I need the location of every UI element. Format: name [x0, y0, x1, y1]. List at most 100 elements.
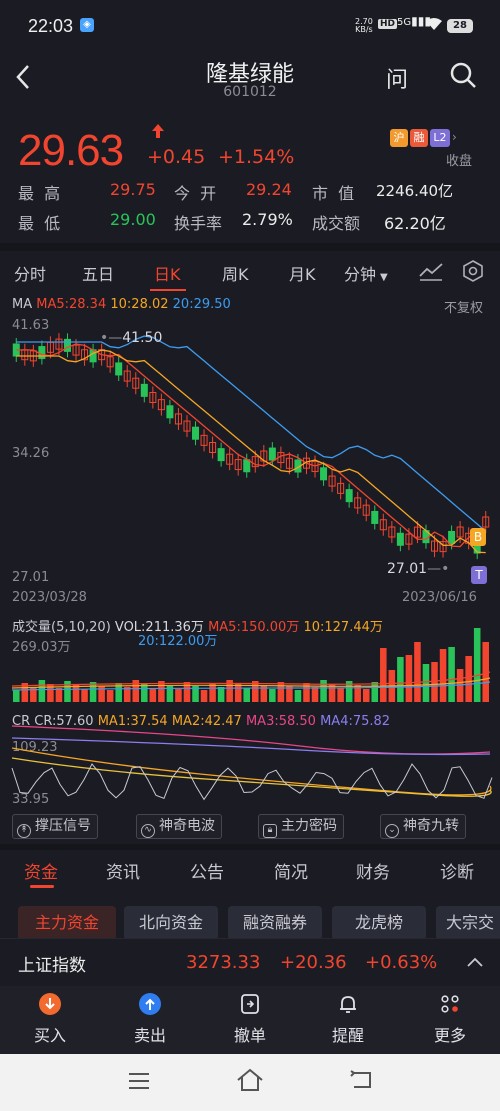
- chart-settings-icon[interactable]: [462, 260, 484, 286]
- candle-body: [413, 526, 421, 538]
- draw-line-icon[interactable]: [418, 260, 444, 286]
- support-resistance-button[interactable]: ↟ 撑压信号: [12, 814, 98, 839]
- chip-main-funds[interactable]: 主力资金: [18, 906, 116, 940]
- index-value: 3273.33: [186, 952, 261, 973]
- candle-body: [345, 489, 353, 503]
- kline-y-mid: 34.26: [12, 446, 50, 461]
- candle-body: [328, 475, 336, 487]
- candle-body: [405, 533, 413, 545]
- index-bar[interactable]: 上证指数 3273.33 +20.36 +0.63%: [0, 938, 500, 986]
- magic-wave-button[interactable]: ∿ 神奇电波: [136, 814, 222, 839]
- alert-label: 提醒: [331, 1026, 364, 1045]
- menu-icon[interactable]: [128, 1072, 150, 1094]
- mcap-value: 2246.40亿: [376, 182, 454, 200]
- volume-bar: [294, 690, 302, 702]
- buy-button[interactable]: 买入: [20, 992, 80, 1046]
- ma-legend: MA MA5:28.34 10:28.02 20:29.50: [12, 297, 231, 312]
- price-change-pct: +1.54%: [218, 146, 295, 168]
- volume-ma5-line: [11, 671, 491, 687]
- buy-signal-marker[interactable]: B: [470, 528, 486, 546]
- support-resistance-label: 撑压信号: [35, 818, 91, 834]
- hd-icon: HD: [378, 19, 398, 29]
- more-grid-icon: [441, 995, 459, 1013]
- chip-margin[interactable]: 融资融券: [228, 906, 322, 940]
- chip-dragon-tiger[interactable]: 龙虎榜: [332, 906, 426, 940]
- volume-bar: [21, 683, 29, 702]
- volume-bar: [217, 687, 225, 702]
- tab-intraday[interactable]: 分时: [14, 265, 47, 284]
- amount-label: 成交额: [312, 214, 361, 233]
- tab-funds[interactable]: 资金: [24, 863, 58, 883]
- magic-nine-button[interactable]: ⌄ 神奇九转: [380, 814, 466, 839]
- cancel-order-button[interactable]: 撤单: [220, 992, 280, 1046]
- magic-wave-label: 神奇电波: [159, 818, 215, 834]
- volume-bar: [141, 684, 148, 702]
- volume-bar: [81, 689, 88, 702]
- sell-button[interactable]: 卖出: [120, 992, 180, 1046]
- back-icon[interactable]: [16, 64, 30, 97]
- tab-diagnosis[interactable]: 诊断: [440, 863, 474, 883]
- shanghai-badge: 沪: [390, 129, 408, 147]
- cr-chart[interactable]: [0, 708, 500, 812]
- kline-chart[interactable]: [0, 310, 500, 610]
- volume-bar: [72, 685, 80, 702]
- volume-bar: [269, 689, 276, 702]
- candle-body: [132, 377, 140, 389]
- candle-body: [448, 530, 456, 544]
- cr-ma2-line: [11, 757, 492, 797]
- main-force-button[interactable]: 🔒︎ 主力密码: [258, 814, 344, 839]
- tab-weekly-k[interactable]: 周K: [222, 265, 249, 284]
- back-nav-icon[interactable]: [350, 1070, 374, 1094]
- tab-announcements[interactable]: 公告: [190, 863, 224, 883]
- volume-chart[interactable]: [0, 612, 500, 704]
- stock-name: 隆基绿能: [205, 62, 294, 87]
- candle-body: [234, 459, 242, 471]
- home-icon[interactable]: [236, 1068, 264, 1096]
- tab-profile[interactable]: 简况: [274, 863, 308, 883]
- alert-button[interactable]: 提醒: [318, 992, 378, 1046]
- kline-y-bottom: 27.01: [12, 570, 50, 585]
- volume-ma10: 10:127.44万: [303, 620, 383, 635]
- low-label: 最 低: [18, 214, 61, 233]
- open-label: 今 开: [174, 184, 217, 203]
- tab-minute[interactable]: 分钟 ▼: [344, 261, 388, 285]
- chevron-right-icon[interactable]: ›: [452, 130, 457, 144]
- tab-minute-label: 分钟: [344, 265, 377, 284]
- kline-svg: [12, 333, 490, 560]
- volume-ma5: MA5:150.00万: [208, 620, 300, 635]
- cr-y-bottom: 33.95: [12, 792, 50, 807]
- tab-five-day[interactable]: 五日: [82, 265, 115, 284]
- volume-bar: [158, 681, 165, 702]
- volume-bar: [106, 690, 114, 702]
- chevron-up-icon[interactable]: [466, 953, 484, 972]
- chip-block-trade[interactable]: 大宗交: [436, 906, 500, 940]
- tab-daily-k[interactable]: 日K: [154, 265, 181, 284]
- t-signal-marker[interactable]: T: [471, 566, 487, 584]
- candle-body: [388, 526, 396, 538]
- volume-bar: [123, 687, 131, 702]
- cr-ma3: MA3:58.50: [245, 714, 316, 729]
- tab-monthly-k[interactable]: 月K: [289, 265, 316, 284]
- candle-body: [379, 519, 387, 531]
- tab-financials[interactable]: 财务: [356, 863, 390, 883]
- more-button[interactable]: 更多: [420, 992, 480, 1046]
- volume-legend: 成交量(5,10,20) VOL:211.36万 MA5:150.00万 10:…: [12, 616, 383, 635]
- search-icon[interactable]: [448, 60, 478, 90]
- tab-news[interactable]: 资讯: [106, 863, 140, 883]
- volume-bar: [89, 682, 97, 702]
- volume-bar: [175, 689, 182, 702]
- level2-badge[interactable]: L2: [430, 129, 450, 147]
- kline-y-top: 41.63: [12, 318, 50, 333]
- turnover-label: 换手率: [174, 214, 223, 233]
- section-divider-2: [0, 844, 500, 850]
- cr-svg: [11, 725, 493, 801]
- adjust-mode[interactable]: 不复权: [444, 301, 484, 316]
- chip-northbound[interactable]: 北向资金: [124, 906, 218, 940]
- candle-body: [396, 532, 404, 546]
- volume-bar: [286, 686, 293, 702]
- candle-body: [482, 516, 490, 528]
- sell-label: 卖出: [133, 1026, 166, 1045]
- volume-bar: [115, 683, 122, 702]
- ask-icon[interactable]: 问: [386, 68, 409, 93]
- volume-ma20-line: [11, 681, 491, 691]
